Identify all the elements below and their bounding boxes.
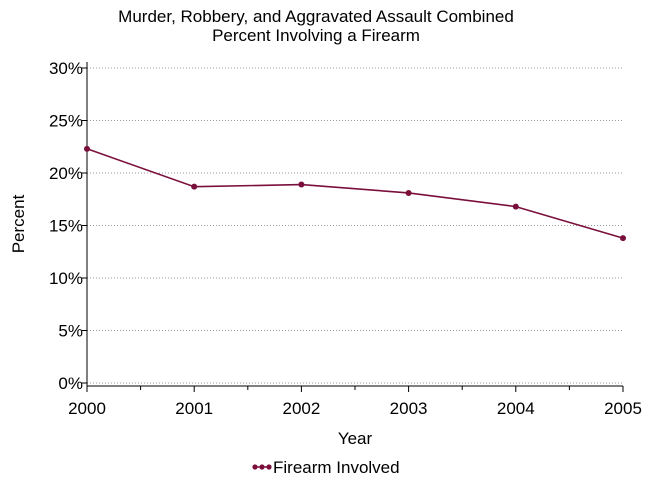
x-tick-label: 2002 [282, 399, 320, 418]
chart-title: Murder, Robbery, and Aggravated Assault … [118, 7, 514, 45]
data-point [405, 189, 412, 196]
data-point [191, 183, 198, 190]
x-tick-label: 2005 [604, 399, 642, 418]
x-axis-ticks: 2000 2001 2002 2003 2004 2005 [68, 386, 642, 418]
data-point [298, 181, 305, 188]
y-axis-ticks: 0% 5% 10% 15% 20% 25% 30% [49, 59, 87, 393]
legend-swatch-marker [266, 464, 272, 470]
x-tick-label: 2004 [497, 399, 535, 418]
series-line [86, 148, 624, 239]
y-tick-label: 20% [49, 164, 83, 183]
y-tick-label: 30% [49, 59, 83, 78]
data-point [512, 203, 519, 210]
y-tick-label: 25% [49, 112, 83, 131]
y-tick-label: 10% [49, 269, 83, 288]
axes [86, 62, 623, 387]
y-tick-label: 15% [49, 217, 83, 236]
x-tick-label: 2001 [175, 399, 213, 418]
y-tick-label: 0% [58, 374, 83, 393]
chart-title-line-2: Percent Involving a Firearm [212, 26, 420, 45]
legend-swatch-marker [252, 464, 258, 470]
y-axis-title: Percent [9, 194, 28, 253]
x-tick-label: 2003 [390, 399, 428, 418]
grid-lines [87, 67, 623, 384]
chart-title-line-1: Murder, Robbery, and Aggravated Assault … [118, 7, 514, 26]
series-firearm-involved [84, 145, 626, 242]
data-point [84, 145, 90, 152]
x-axis-title: Year [338, 429, 373, 448]
x-tick-label: 2000 [68, 399, 106, 418]
legend: Firearm Involved [252, 458, 400, 477]
legend-swatch-marker [259, 464, 265, 470]
y-tick-label: 5% [58, 322, 83, 341]
data-point [620, 235, 626, 242]
legend-label: Firearm Involved [273, 458, 400, 477]
